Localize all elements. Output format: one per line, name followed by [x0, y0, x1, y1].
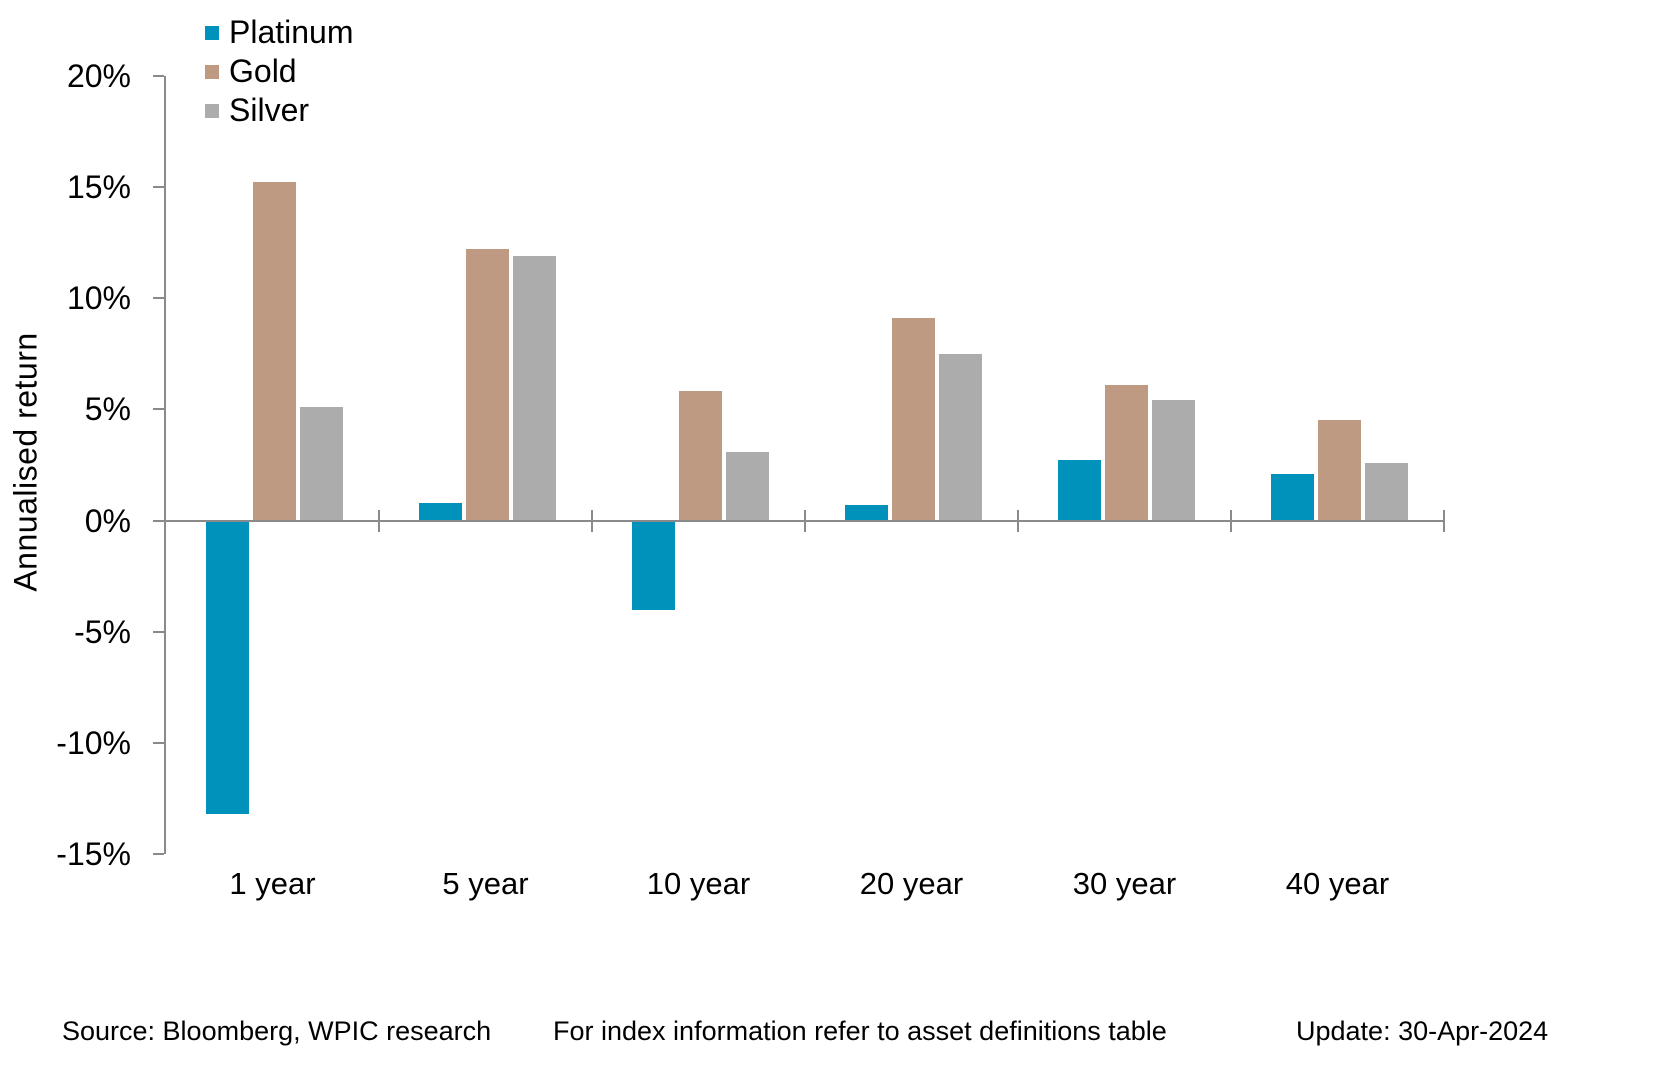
bar-silver-20-year: [939, 353, 982, 521]
bar-silver-10-year: [726, 451, 769, 521]
category-tick-1: [378, 509, 380, 532]
bar-platinum-30-year: [1058, 460, 1101, 521]
legend-label-silver: Silver: [229, 92, 310, 128]
bar-platinum-5-year: [419, 502, 462, 521]
y-tick-0: [153, 519, 164, 522]
bar-gold-10-year: [679, 391, 722, 521]
source-note: Source: Bloomberg, WPIC research: [62, 1016, 492, 1046]
y-tick-label--5: -5%: [74, 613, 131, 650]
bar-gold-20-year: [892, 318, 935, 521]
bar-gold-40-year: [1318, 420, 1361, 521]
legend-swatch-silver: [205, 103, 219, 118]
category-tick-5: [1230, 509, 1232, 532]
y-axis-line: [164, 75, 166, 855]
legend-label-gold: Gold: [229, 53, 297, 89]
y-tick--10: [153, 742, 164, 744]
category-tick-3: [804, 509, 806, 532]
y-tick-15: [153, 185, 164, 188]
bar-gold-30-year: [1105, 384, 1148, 521]
bar-platinum-10-year: [632, 520, 675, 610]
category-label-30-year: 30 year: [1072, 866, 1177, 901]
bar-silver-30-year: [1152, 400, 1195, 521]
y-tick-label--15: -15%: [56, 836, 131, 873]
y-tick--15: [153, 853, 164, 856]
y-tick-5: [153, 408, 164, 411]
category-tick-4: [1017, 509, 1019, 532]
legend-item-gold: Gold: [205, 52, 297, 91]
bar-gold-1-year: [253, 182, 296, 521]
y-tick-label-5: 5%: [84, 391, 131, 428]
legend-item-silver: Silver: [205, 91, 309, 130]
bar-gold-5-year: [466, 249, 509, 521]
y-tick-10: [153, 297, 164, 299]
y-tick--5: [153, 630, 164, 633]
y-tick-label-20: 20%: [66, 57, 131, 94]
y-tick-label-0: 0%: [84, 502, 131, 539]
bar-platinum-20-year: [845, 504, 888, 521]
y-tick-label--10: -10%: [56, 725, 131, 761]
y-tick-label-15: 15%: [66, 168, 131, 205]
category-label-5-year: 5 year: [442, 866, 529, 901]
y-tick-label-10: 10%: [66, 280, 131, 316]
category-label-1-year: 1 year: [229, 866, 316, 901]
legend-label-platinum: Platinum: [229, 14, 354, 50]
category-label-20-year: 20 year: [859, 866, 964, 901]
category-tick-2: [591, 509, 593, 532]
legend-swatch-platinum: [205, 25, 219, 40]
legend-item-platinum: Platinum: [205, 13, 354, 52]
category-label-40-year: 40 year: [1285, 866, 1390, 901]
bar-silver-5-year: [513, 255, 556, 521]
y-tick-20: [153, 74, 164, 77]
index-info-note: For index information refer to asset def…: [553, 1016, 1167, 1046]
y-axis-title: Annualised return: [7, 332, 44, 592]
bar-silver-40-year: [1365, 462, 1408, 521]
bar-platinum-40-year: [1271, 473, 1314, 521]
category-tick-6: [1443, 509, 1445, 532]
bar-silver-1-year: [300, 407, 343, 521]
category-label-10-year: 10 year: [646, 866, 751, 901]
update-date: Update: 30-Apr-2024: [1296, 1016, 1549, 1046]
legend-swatch-gold: [205, 64, 219, 79]
bar-platinum-1-year: [206, 520, 249, 815]
